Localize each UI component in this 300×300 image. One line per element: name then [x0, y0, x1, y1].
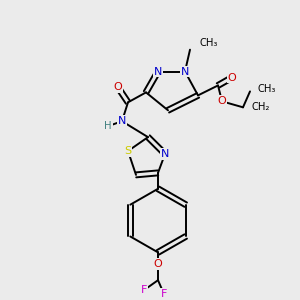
Text: N: N: [181, 67, 189, 76]
Text: O: O: [228, 73, 236, 82]
Text: S: S: [124, 146, 132, 156]
Text: O: O: [154, 259, 162, 269]
Text: F: F: [141, 285, 147, 295]
Text: O: O: [218, 96, 226, 106]
Text: CH₃: CH₃: [258, 84, 276, 94]
Text: CH₃: CH₃: [200, 38, 218, 48]
Text: F: F: [161, 289, 167, 299]
Text: H: H: [104, 121, 112, 131]
Text: O: O: [114, 82, 122, 92]
Text: CH₂: CH₂: [252, 102, 270, 112]
Text: N: N: [154, 67, 162, 76]
Text: N: N: [118, 116, 126, 126]
Text: N: N: [161, 149, 169, 159]
